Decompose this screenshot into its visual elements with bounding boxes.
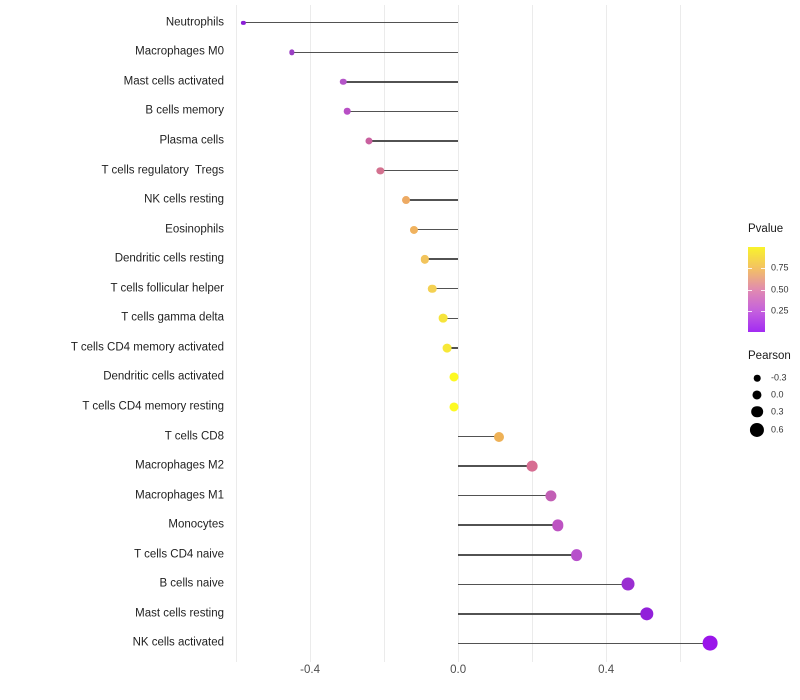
- lollipop-stem: [458, 583, 629, 586]
- pvalue-colorbar: [748, 247, 765, 332]
- y-axis-label: Mast cells resting: [135, 607, 224, 620]
- lollipop-dot: [427, 284, 437, 293]
- y-axis-label: NK cells activated: [132, 636, 224, 649]
- x-gridline: [531, 5, 533, 662]
- y-axis-label: T cells CD4 memory activated: [70, 341, 224, 354]
- lollipop-dot: [702, 636, 718, 651]
- lollipop-stem: [406, 199, 459, 201]
- lollipop-stem: [458, 613, 647, 615]
- x-tick-label: -0.4: [300, 664, 320, 676]
- y-axis-label: Macrophages M0: [135, 45, 224, 58]
- x-tick-label: 0.0: [450, 664, 467, 676]
- y-axis-label: Macrophages M1: [135, 488, 224, 501]
- y-axis-label: Mast cells activated: [123, 75, 224, 88]
- lollipop-dot: [376, 166, 385, 175]
- lollipop-stem: [369, 140, 459, 142]
- x-gridline: [309, 5, 311, 662]
- pvalue-tick-label: 0.75: [771, 262, 789, 273]
- pvalue-colorbar-tick: [761, 268, 765, 270]
- y-axis-label: T cells CD4 naive: [134, 548, 224, 561]
- lollipop-dot: [526, 460, 538, 472]
- pearson-legend-label: -0.3: [771, 372, 787, 383]
- lollipop-stem: [291, 51, 459, 53]
- lollipop-dot: [640, 607, 654, 621]
- lollipop-stem: [443, 317, 459, 320]
- pvalue-colorbar-tick: [748, 289, 752, 291]
- lollipop-stem: [413, 228, 459, 231]
- pvalue-colorbar-tick: [748, 310, 752, 312]
- pearson-legend-title: Pearson: [748, 350, 791, 362]
- lollipop-stem: [458, 554, 577, 556]
- x-gridline: [383, 5, 385, 662]
- lollipop-stem: [432, 287, 459, 290]
- y-axis-label: Dendritic cells activated: [103, 370, 224, 383]
- y-axis-label: T cells CD8: [164, 429, 224, 442]
- pvalue-tick-label: 0.50: [771, 284, 789, 294]
- pearson-legend-label: 0.6: [771, 424, 784, 434]
- y-axis-label: Eosinophils: [165, 222, 224, 235]
- lollipop-dot: [570, 548, 583, 561]
- lollipop-stem: [380, 169, 459, 172]
- lollipop-dot: [420, 255, 429, 264]
- pearson-legend-dot: [752, 389, 762, 400]
- lollipop-dot: [552, 519, 564, 531]
- lollipop-stem: [458, 494, 551, 497]
- lollipop-dot: [340, 78, 347, 86]
- lollipop-dot: [409, 225, 418, 234]
- x-gridline: [457, 5, 459, 662]
- pearson-legend-label: 0.0: [771, 389, 784, 399]
- lollipop-dot: [493, 431, 504, 442]
- y-axis-label: B cells memory: [145, 104, 224, 117]
- x-gridline: [605, 5, 607, 662]
- y-axis-label: T cells regulatory Tregs: [101, 163, 224, 176]
- lollipop-stem: [458, 642, 710, 645]
- lollipop-dot: [402, 196, 411, 205]
- lollipop-dot: [241, 20, 246, 25]
- lollipop-stem: [243, 21, 459, 24]
- x-gridline: [235, 5, 237, 662]
- lollipop-dot: [545, 490, 557, 502]
- y-axis-label: T cells CD4 memory resting: [82, 400, 224, 413]
- lollipop-stem: [347, 110, 459, 113]
- pvalue-colorbar-tick: [761, 310, 765, 312]
- y-axis-label: NK cells resting: [144, 193, 224, 206]
- lollipop-stem: [458, 435, 499, 438]
- lollipop-dot: [449, 372, 459, 382]
- lollipop-stem: [458, 465, 533, 467]
- lollipop-dot: [449, 402, 459, 412]
- pearson-legend-dot: [751, 405, 763, 418]
- lollipop-dot: [621, 577, 635, 591]
- y-axis-label: T cells follicular helper: [110, 281, 224, 294]
- y-axis-label: Macrophages M2: [135, 459, 224, 472]
- pvalue-tick-label: 0.25: [771, 305, 789, 316]
- pvalue-colorbar-tick: [761, 289, 765, 291]
- y-axis-label: Plasma cells: [159, 134, 224, 147]
- pvalue-legend-title: Pvalue: [748, 223, 784, 235]
- lollipop-dot: [343, 108, 351, 115]
- x-tick-label: 0.4: [598, 664, 615, 676]
- lollipop-stem: [343, 81, 459, 83]
- lollipop-stem: [447, 347, 459, 349]
- lollipop-stem: [424, 258, 459, 260]
- y-axis-label: Dendritic cells resting: [114, 252, 224, 265]
- y-axis-label: Monocytes: [168, 518, 224, 531]
- y-axis-label: T cells gamma delta: [121, 311, 224, 324]
- y-axis-label: Neutrophils: [165, 15, 224, 28]
- lollipop-dot: [288, 49, 295, 55]
- lollipop-stem: [458, 524, 559, 526]
- lollipop-dot: [365, 137, 373, 145]
- lollipop-dot: [438, 313, 448, 323]
- pearson-legend-label: 0.3: [771, 406, 784, 416]
- y-axis-label: B cells naive: [159, 577, 224, 590]
- x-gridline: [679, 5, 681, 662]
- pearson-legend-dot: [753, 374, 761, 382]
- pearson-legend-dot: [749, 422, 765, 437]
- pvalue-colorbar-tick: [748, 268, 752, 270]
- lollipop-dot: [442, 343, 452, 353]
